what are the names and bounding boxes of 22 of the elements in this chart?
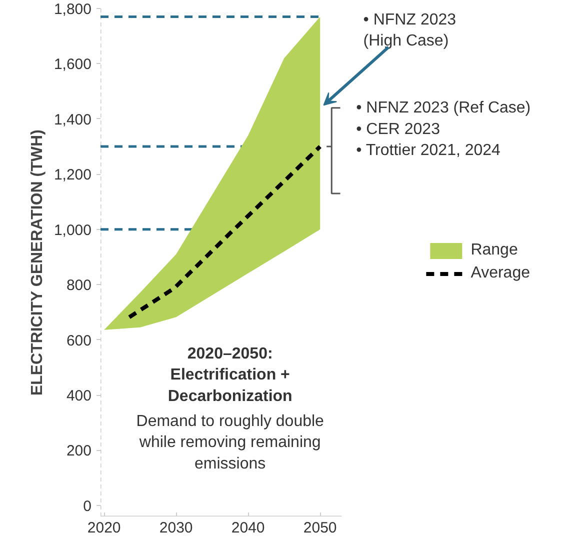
- y-tick-label: 0: [83, 498, 92, 515]
- y-axis-title: ELECTRICITY GENERATION (TWH): [28, 130, 46, 396]
- x-tick-label: 2040: [231, 520, 265, 536]
- annotation: • NFNZ 2023 (High Case): [363, 11, 456, 50]
- text: • NFNZ 2023 (Ref Case) • CER 2023 • Trottier 2021, 2024: [356, 100, 531, 160]
- x-tick-label: 2020: [87, 520, 121, 536]
- y-tick-label: 1,600: [54, 56, 92, 74]
- y-tick-label: 1,400: [54, 111, 92, 128]
- y-tick-label: 1,200: [54, 166, 92, 184]
- y-tick-label: 1,000: [54, 222, 92, 239]
- x-tick-label: 2050: [303, 520, 337, 536]
- y-tick-label: 600: [66, 332, 92, 350]
- legend-label: Range: [470, 242, 518, 260]
- y-tick-label: 400: [66, 388, 92, 405]
- annotation: 2020–2050: Electrification + Decarbonization: [168, 345, 292, 405]
- line-series: [127, 144, 322, 320]
- annotation: Demand to roughly double while removing remaining emissions: [136, 412, 324, 472]
- x-tick-label: 2030: [159, 520, 193, 536]
- y-tick-label: 1,800: [54, 1, 92, 18]
- y-tick-label: 200: [66, 442, 92, 460]
- legend-label: Average: [470, 264, 530, 282]
- y-tick-label: 800: [66, 277, 92, 294]
